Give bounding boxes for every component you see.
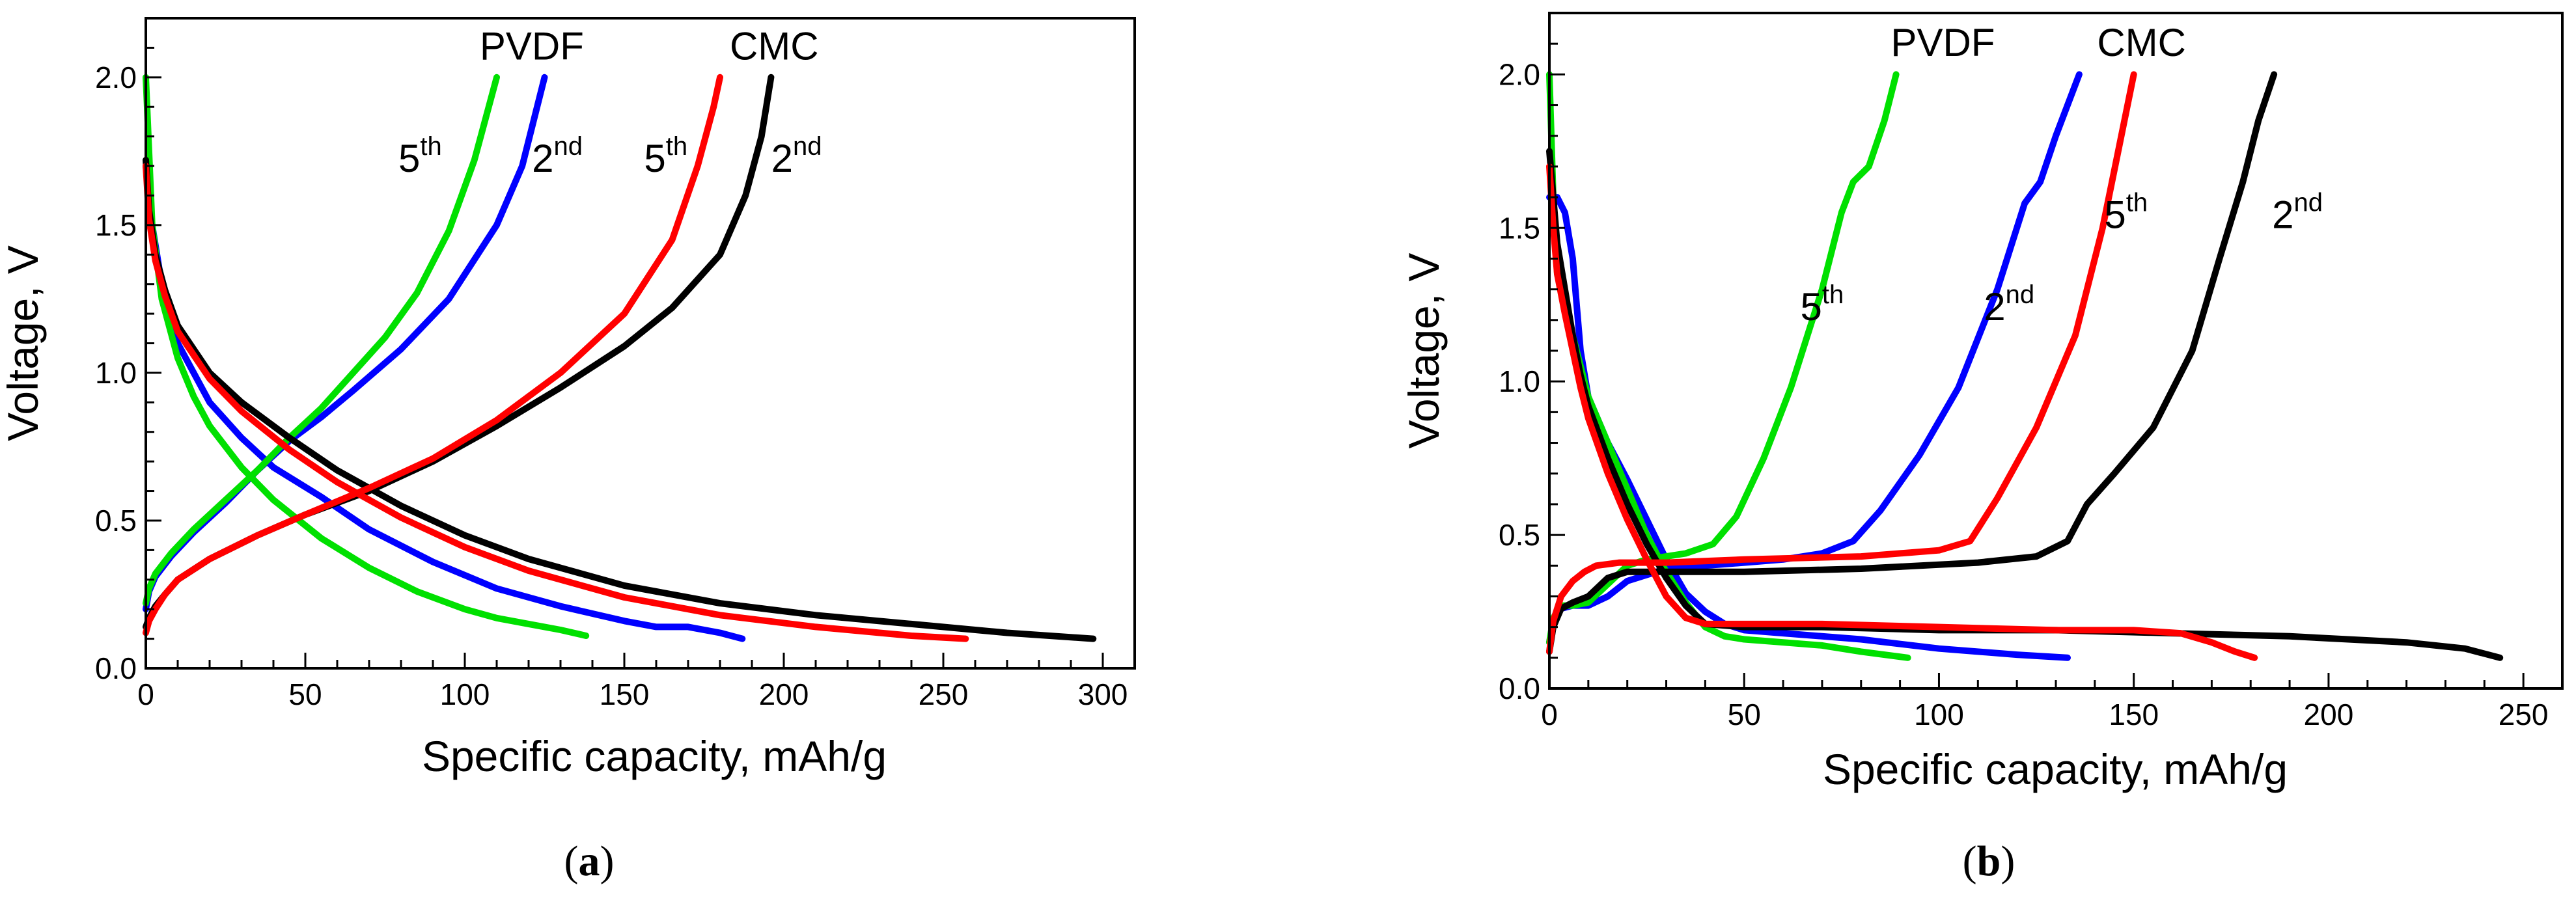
panel-a-annotation-superscript: th: [420, 132, 441, 161]
panel-b-annotation-text: 5: [2104, 193, 2126, 236]
panel-b-annotation-text: 2: [2272, 193, 2293, 236]
panel-a-x-tick-label: 300: [1078, 677, 1128, 711]
panel-a-annotation-text: PVDF: [480, 25, 584, 68]
panel-b-series-cmc-5th-discharge: [1546, 163, 2258, 661]
panel-b-annotation-text: PVDF: [1890, 21, 1995, 64]
panel-b-annotation-superscript: nd: [2293, 188, 2323, 217]
panel-b-series-cmc-2nd-charge: [1546, 71, 2278, 655]
panel-b-x-tick-label: 150: [2109, 698, 2159, 731]
panel-a-y-tick-label: 0.5: [95, 504, 137, 537]
panel-a-annotation: 2nd: [771, 132, 822, 180]
panel-b-y-tick-label: 0.0: [1499, 672, 1540, 705]
panel-a-series-cmc-5th-discharge: [143, 163, 969, 642]
panel-a-annotation-text: CMC: [730, 25, 819, 68]
panel-b-label: (b): [1963, 837, 2015, 885]
panel-b-x-tick-label: 50: [1728, 698, 1761, 731]
panel-a-x-axis-title: Specific capacity, mAh/g: [422, 732, 887, 780]
panel-a-y-axis-title: Voltage, V: [0, 245, 47, 441]
panel-a-x-tick-label: 200: [759, 677, 809, 711]
panel-a-annotation-text: 2: [771, 137, 793, 180]
panel-a-annotation: CMC: [730, 25, 819, 68]
panel-a-annotation: PVDF: [480, 25, 584, 68]
panel-a: 0 50 100 150 200 250 300 0.0 0.5 1.0 1.5 2.0 Specifi…: [0, 17, 1136, 885]
panel-b-x-tick-label: 100: [1914, 698, 1964, 731]
panel-b-y-tick-label: 1.0: [1499, 364, 1540, 398]
panel-a-annotation: 2nd: [532, 132, 583, 180]
panel-b-series-cmc-5th-charge: [1546, 71, 2137, 655]
panel-b-annotation: 2nd: [1984, 280, 2034, 329]
panel-b-annotation-superscript: th: [2126, 188, 2148, 217]
panel-b-annotation: 5th: [2104, 188, 2148, 236]
panel-b-annotation-text: 5: [1801, 285, 1822, 329]
panel-b-x-tick-label: 250: [2499, 698, 2549, 731]
panel-a-annotation-superscript: th: [666, 132, 687, 161]
panel-a-label-close: ): [600, 837, 615, 885]
panel-a-y-tick-label: 0.0: [95, 651, 137, 685]
panel-a-label-letter: a: [579, 837, 600, 885]
panel-a-annotation-text: 2: [532, 137, 553, 180]
panel-a-annotation-superscript: nd: [554, 132, 583, 161]
panel-a-annotation: 5th: [644, 132, 687, 180]
panel-b-x-tick-label: 0: [1541, 698, 1558, 731]
panel-b-annotation-superscript: nd: [2006, 280, 2035, 309]
panel-b-y-tick-label: 1.5: [1499, 211, 1540, 245]
panel-a-series-cmc-5th-charge: [143, 74, 723, 636]
panel-b-x-axis-title: Specific capacity, mAh/g: [1823, 745, 2288, 793]
panel-b-series-cmc-2nd-discharge: [1546, 148, 2504, 661]
panel-b-label-open: (: [1963, 837, 1977, 885]
panel-b-annotation-superscript: th: [1822, 280, 1844, 309]
panel-b-label-letter: b: [1977, 837, 2001, 885]
panel-b: 0 50 100 150 200 250 0.0 0.5 1.0 1.5 2.0 Specific c…: [1400, 12, 2564, 885]
panel-a-y-tick-label: 1.5: [95, 208, 137, 242]
panel-b-y-tick-label: 0.5: [1499, 518, 1540, 552]
panel-a-x-tick-label: 0: [137, 677, 154, 711]
panel-a-y-tick-label: 2.0: [95, 61, 137, 94]
panel-a-label: (a): [564, 837, 615, 885]
panel-a-y-tick-label: 1.0: [95, 356, 137, 390]
panel-b-y-axis-title: Voltage, V: [1400, 253, 1448, 449]
panel-a-annotation-text: 5: [644, 137, 665, 180]
panel-a-x-tick-label: 100: [440, 677, 490, 711]
panel-b-annotation: CMC: [2097, 21, 2186, 64]
panel-b-y-tick-label: 2.0: [1499, 57, 1540, 91]
panel-b-annotation-text: 2: [1984, 285, 2005, 329]
panel-a-annotation: 5th: [398, 132, 442, 180]
panel-b-annotation: 5th: [1801, 280, 1844, 329]
panel-b-annotation-text: CMC: [2097, 21, 2186, 64]
panel-a-annotation-text: 5: [398, 137, 420, 180]
panel-b-x-tick-label: 200: [2304, 698, 2354, 731]
panel-a-x-tick-label: 50: [288, 677, 322, 711]
panel-b-series-pvdf-5th-charge: [1546, 71, 1900, 646]
panel-b-label-close: ): [2001, 837, 2015, 885]
panel-a-annotation-superscript: nd: [793, 132, 822, 161]
panel-a-label-open: (: [564, 837, 579, 885]
panel-a-x-tick-label: 250: [919, 677, 969, 711]
panel-b-annotation: 2nd: [2272, 188, 2323, 236]
panel-b-annotation: PVDF: [1890, 21, 1995, 64]
panel-a-x-tick-label: 150: [600, 677, 650, 711]
